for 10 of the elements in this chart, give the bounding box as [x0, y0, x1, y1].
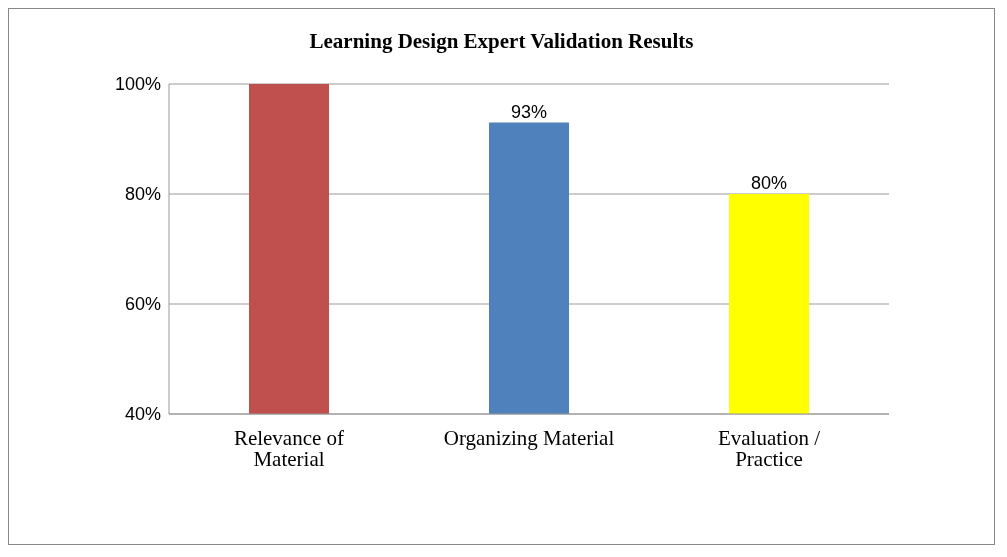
x-tick-label: Relevance of Material — [233, 425, 345, 471]
y-tick-label: 60% — [124, 294, 161, 315]
data-label: 93% — [510, 101, 548, 122]
x-tick-label: Organizing Material — [443, 425, 615, 450]
y-tick-label: 80% — [124, 184, 161, 205]
chart-title: Learning Design Expert Validation Results — [308, 29, 695, 54]
x-tick-label: Evaluation / Practice — [717, 425, 821, 471]
y-tick-label: 40% — [124, 404, 161, 425]
data-label: 80% — [750, 173, 788, 193]
y-tick-label: 100% — [114, 74, 161, 95]
